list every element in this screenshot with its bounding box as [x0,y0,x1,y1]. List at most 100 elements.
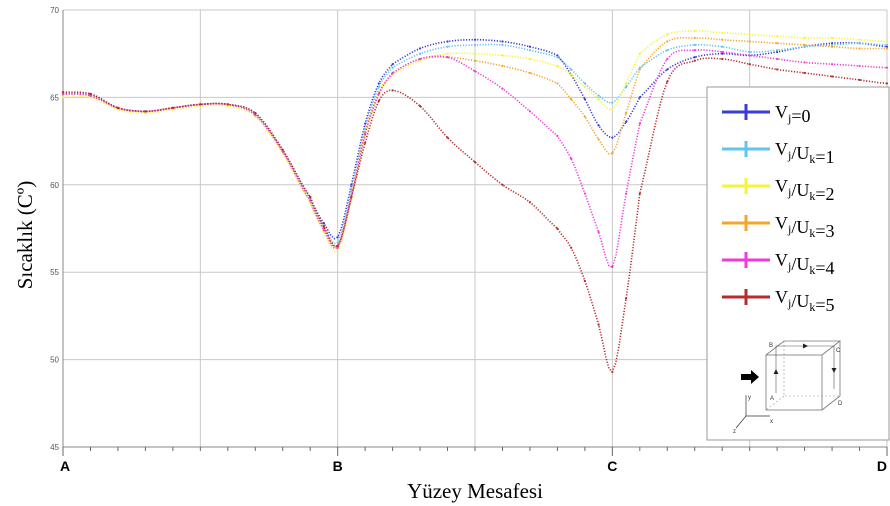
data-point [364,141,367,144]
inset-label-z: z [733,429,736,435]
data-point [350,195,353,199]
y-axis-title: Sıcaklık (Cº) [13,181,37,290]
data-point [336,236,339,239]
data-point [611,152,614,155]
data-point [624,112,628,115]
data-point [116,108,120,111]
data-point [144,112,147,115]
data-point [721,38,724,41]
data-point [61,91,65,94]
data-point [776,49,779,52]
data-point [638,96,641,99]
data-point [624,120,628,123]
data-point [254,112,257,115]
x-ticks: A B C D [60,458,887,474]
inset-label-y: y [748,395,751,401]
data-point [336,250,339,253]
data-point [624,85,628,89]
data-point [776,50,779,54]
data-point [693,36,696,40]
data-point [418,59,422,62]
legend-item-0: Vj=0 [722,102,811,126]
data-point [570,68,573,71]
series-2 [61,29,889,253]
data-point [858,47,861,50]
inset-arrow-right [803,343,808,349]
data-point [638,66,641,69]
data-point [528,57,532,61]
data-point [418,47,422,50]
y-tick-label: 70 [50,6,59,15]
data-point [570,246,573,249]
legend-item-1: Vj/Uk=1 [722,139,835,167]
data-point [885,43,889,47]
data-point [377,92,380,96]
data-point [611,370,614,373]
data-point [803,43,806,47]
data-point [597,138,600,141]
y-ticks: 45 50 55 60 65 70 [50,6,59,452]
data-point [721,57,724,61]
data-point [748,50,751,54]
y-tick-label: 65 [50,93,59,102]
inset-cube-side [821,341,841,411]
legend-label-3: Vj/Uk=3 [775,213,835,241]
data-point [528,201,532,204]
data-point [748,54,751,57]
data-point [556,227,559,230]
legend-label-2: Vj/Uk=2 [775,176,835,204]
legend: Vj=0 Vj/Uk=1 Vj/Uk=2 Vj/Uk=3 Vj/Uk=4 Vj/Uk=5 [706,86,890,441]
data-point [391,89,394,92]
data-point [556,82,559,85]
legend-label-1: Vj/Uk=1 [775,139,835,167]
data-point [721,45,724,48]
data-point [721,31,724,34]
data-point [377,99,380,102]
data-point [322,225,326,228]
data-point [556,54,559,57]
data-point [624,192,628,195]
data-point [322,229,326,232]
data-point [776,68,779,71]
data-point [803,36,806,40]
data-point [446,136,449,139]
data-point [446,52,449,55]
data-point [377,82,380,85]
data-point [364,122,367,125]
data-point [89,94,92,97]
data-point [858,64,861,68]
data-point [597,124,600,127]
data-point [322,222,326,225]
data-point [803,45,806,48]
inset-label-d: D [838,401,843,407]
data-point [624,297,628,300]
data-point [830,75,834,78]
data-point [885,47,889,50]
data-point [528,49,532,52]
data-point [830,45,834,48]
data-point [418,52,422,55]
data-point [501,54,504,57]
inset-cube-hidden [783,341,840,397]
data-point [803,61,806,64]
data-point [281,148,284,151]
data-point [611,136,614,139]
inset-label-b: B [769,343,773,349]
data-point [693,49,696,52]
legend-item-4: Vj/Uk=4 [722,250,835,278]
inset-label-x: x [770,419,773,425]
x-axis-title: Yüzey Mesafesi [407,479,543,503]
data-point [693,43,696,47]
series-group [61,29,889,374]
data-point [638,122,641,125]
data-point [171,106,174,109]
x-tick-label-d: D [877,458,887,474]
data-point [885,82,889,85]
data-point [666,33,669,36]
y-tick-label: 45 [50,443,59,452]
y-tick-label: 55 [50,268,59,277]
data-point [89,92,92,96]
data-point [61,92,65,96]
data-point [446,45,449,48]
data-point [570,73,573,76]
